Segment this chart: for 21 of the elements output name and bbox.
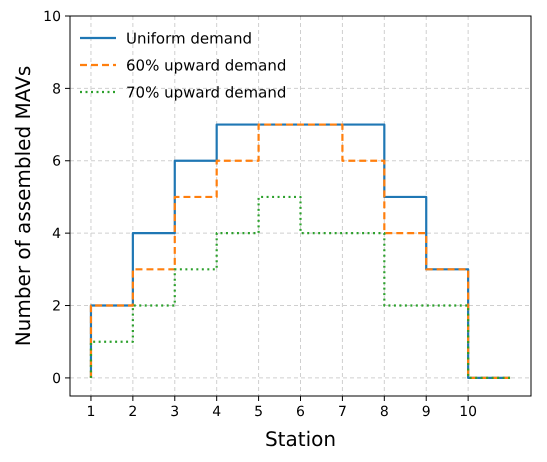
legend-label: 70% upward demand xyxy=(126,83,286,102)
x-tick-label: 2 xyxy=(128,404,138,420)
legend-label: Uniform demand xyxy=(126,29,252,48)
y-tick-label: 2 xyxy=(52,298,61,314)
y-tick-label: 8 xyxy=(52,81,61,98)
legend-label: 60% upward demand xyxy=(126,56,286,74)
y-tick-label: 10 xyxy=(43,8,61,25)
y-tick-label: 4 xyxy=(52,226,62,242)
y-axis-title: Number of assembled MAVs xyxy=(11,66,35,346)
x-tick-label: 10 xyxy=(459,404,478,420)
x-tick-label: 9 xyxy=(422,404,431,420)
x-axis-title: Station xyxy=(264,427,336,451)
x-tick-label: 6 xyxy=(296,404,306,420)
x-tick-label: 4 xyxy=(212,404,222,420)
x-tick-label: 3 xyxy=(170,404,180,420)
y-tick-label: 0 xyxy=(52,370,61,387)
x-tick-label: 8 xyxy=(380,404,389,420)
y-tick-label: 6 xyxy=(52,154,62,170)
x-tick-label: 7 xyxy=(338,404,347,420)
x-tick-label: 5 xyxy=(254,404,264,420)
x-tick-label: 1 xyxy=(86,404,96,420)
